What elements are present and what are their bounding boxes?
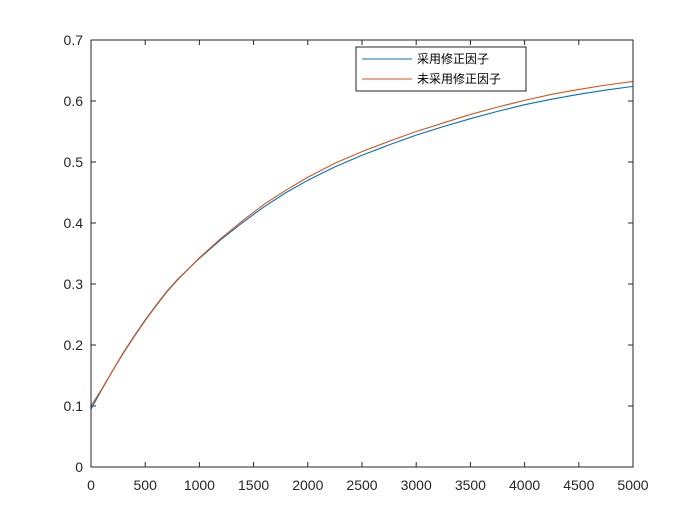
y-tick-label: 0.3 — [64, 276, 84, 292]
x-tick-label: 2000 — [292, 477, 323, 493]
x-tick-label: 4000 — [509, 477, 540, 493]
x-tick-labels: 0 500 1000 1500 2000 2500 3000 3500 4000 4500 5000 — [87, 477, 649, 493]
legend[interactable]: 采用修正因子 未采用修正因子 — [355, 46, 527, 92]
x-tick-label: 1000 — [184, 477, 215, 493]
series-line-2 — [90, 80, 634, 407]
x-tick-label: 3000 — [401, 477, 432, 493]
plot-area — [91, 40, 633, 467]
x-tick-label: 0 — [87, 477, 95, 493]
y-tick-label: 0 — [75, 459, 83, 475]
y-tick-label: 0.5 — [64, 154, 84, 170]
legend-label-series-1: 采用修正因子 — [417, 51, 489, 66]
x-tick-label: 1500 — [238, 477, 269, 493]
y-tick-label: 0.2 — [64, 337, 84, 353]
x-tick-label: 500 — [134, 477, 158, 493]
axes-box — [90, 39, 634, 468]
y-tick-label: 0.6 — [64, 93, 84, 109]
y-tick-label: 0.4 — [64, 215, 84, 231]
x-tick-label: 4500 — [563, 477, 594, 493]
y-tick-label: 0.1 — [64, 398, 84, 414]
x-tick-label: 5000 — [617, 477, 648, 493]
legend-box — [355, 46, 527, 92]
x-tick-label: 2500 — [346, 477, 377, 493]
y-tick-label: 0.7 — [64, 32, 84, 48]
x-tick-label: 3500 — [455, 477, 486, 493]
y-tick-labels: 0 0.1 0.2 0.3 0.4 0.5 0.6 0.7 — [64, 32, 84, 475]
legend-label-series-2: 未采用修正因子 — [417, 71, 501, 86]
series-lines — [90, 80, 634, 410]
